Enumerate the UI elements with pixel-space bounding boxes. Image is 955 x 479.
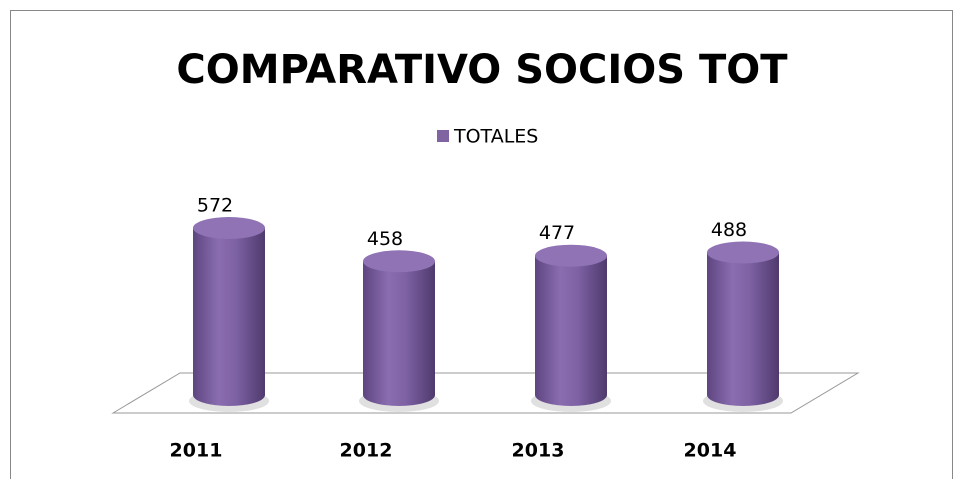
- cylinder-top: [535, 244, 607, 267]
- cylinder-body: [707, 252, 779, 395]
- data-label: 488: [711, 219, 747, 241]
- x-tick-label: 2014: [684, 440, 737, 462]
- floor: [111, 372, 860, 414]
- chart-title: COMPARATIVO SOCIOS TOT: [176, 47, 788, 93]
- cylinder-body: [535, 255, 607, 395]
- cylinder-body: [193, 227, 265, 395]
- x-tick-label: 2012: [340, 440, 393, 462]
- legend-label: TOTALES: [453, 126, 538, 148]
- data-label: 572: [197, 194, 233, 216]
- data-label: 477: [539, 222, 575, 244]
- cylinder-top: [363, 250, 435, 273]
- cylinder-top: [193, 216, 265, 239]
- x-tick-label: 2011: [170, 440, 223, 462]
- data-label: 458: [367, 228, 403, 250]
- cylinder-top: [707, 241, 779, 264]
- cylinder-body: [363, 261, 435, 395]
- x-tick-label: 2013: [512, 440, 565, 462]
- legend-swatch: [437, 130, 449, 142]
